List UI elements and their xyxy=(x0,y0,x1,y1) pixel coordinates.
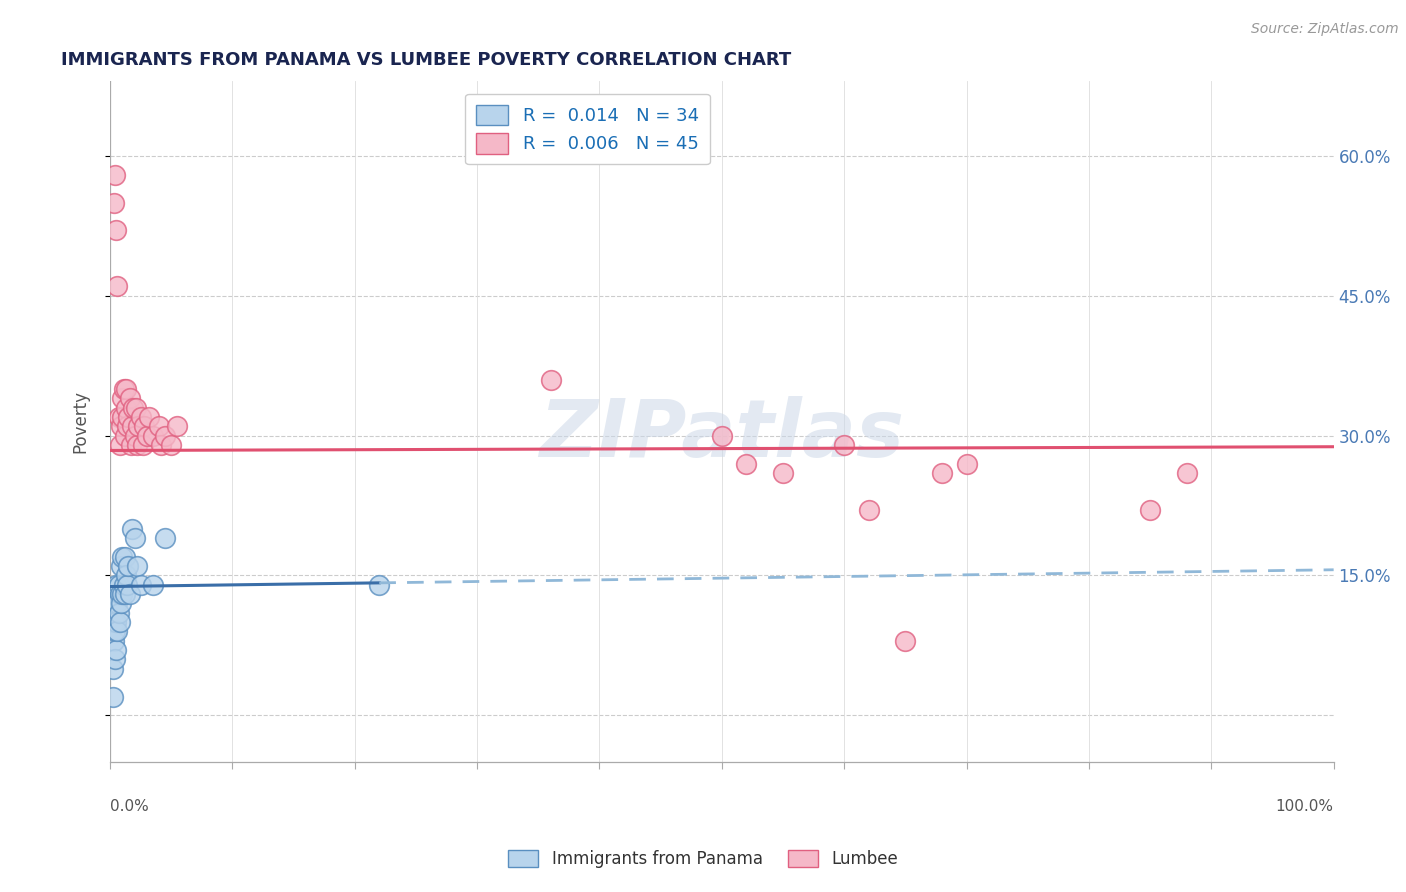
Point xyxy=(1139,503,1161,517)
Point xyxy=(368,577,391,591)
Point xyxy=(148,419,170,434)
Point xyxy=(114,428,136,442)
Point xyxy=(108,587,131,601)
Point xyxy=(105,643,128,657)
Point xyxy=(111,391,134,405)
Point xyxy=(1175,466,1198,480)
Point xyxy=(107,279,129,293)
Point xyxy=(160,438,183,452)
Point xyxy=(121,522,143,536)
Point xyxy=(118,391,141,405)
Point xyxy=(107,409,129,424)
Point xyxy=(132,438,155,452)
Point xyxy=(103,633,125,648)
Point xyxy=(153,531,176,545)
Point xyxy=(138,409,160,424)
Point xyxy=(115,382,138,396)
Point xyxy=(832,438,855,452)
Point xyxy=(150,438,173,452)
Point xyxy=(955,457,977,471)
Point xyxy=(110,559,132,574)
Text: Source: ZipAtlas.com: Source: ZipAtlas.com xyxy=(1251,22,1399,37)
Point xyxy=(114,587,136,601)
Point xyxy=(111,549,134,564)
Point xyxy=(858,503,880,517)
Point xyxy=(104,624,127,639)
Point xyxy=(134,419,156,434)
Point xyxy=(104,596,127,610)
Point xyxy=(117,409,139,424)
Point xyxy=(110,419,132,434)
Y-axis label: Poverty: Poverty xyxy=(72,390,89,453)
Point xyxy=(117,559,139,574)
Point xyxy=(735,457,758,471)
Point xyxy=(107,624,129,639)
Point xyxy=(120,438,142,452)
Point xyxy=(931,466,953,480)
Point xyxy=(105,577,128,591)
Point xyxy=(103,615,125,629)
Point xyxy=(107,596,129,610)
Text: 0.0%: 0.0% xyxy=(110,799,149,814)
Text: 100.0%: 100.0% xyxy=(1275,799,1334,814)
Point xyxy=(124,428,146,442)
Point xyxy=(115,401,138,415)
Point xyxy=(112,382,135,396)
Point xyxy=(107,577,129,591)
Point xyxy=(118,587,141,601)
Point xyxy=(114,549,136,564)
Point xyxy=(107,606,129,620)
Point xyxy=(111,409,134,424)
Point xyxy=(103,195,125,210)
Point xyxy=(105,223,128,237)
Point xyxy=(129,577,152,591)
Legend: Immigrants from Panama, Lumbee: Immigrants from Panama, Lumbee xyxy=(502,843,904,875)
Point xyxy=(125,559,148,574)
Point xyxy=(110,596,132,610)
Point xyxy=(112,577,135,591)
Point xyxy=(124,531,146,545)
Point xyxy=(127,419,149,434)
Point xyxy=(129,409,152,424)
Point xyxy=(104,168,127,182)
Point xyxy=(772,466,794,480)
Point xyxy=(115,577,138,591)
Point xyxy=(108,438,131,452)
Point xyxy=(101,690,124,704)
Point xyxy=(142,577,165,591)
Point xyxy=(540,373,562,387)
Point xyxy=(710,428,733,442)
Point xyxy=(101,662,124,676)
Point xyxy=(115,419,138,434)
Point xyxy=(894,633,917,648)
Legend: R =  0.014   N = 34, R =  0.006   N = 45: R = 0.014 N = 34, R = 0.006 N = 45 xyxy=(465,94,710,164)
Point xyxy=(111,587,134,601)
Point xyxy=(104,652,127,666)
Point xyxy=(135,428,157,442)
Point xyxy=(115,568,138,582)
Point xyxy=(125,401,148,415)
Point xyxy=(125,438,148,452)
Point xyxy=(105,615,128,629)
Point xyxy=(122,401,145,415)
Text: IMMIGRANTS FROM PANAMA VS LUMBEE POVERTY CORRELATION CHART: IMMIGRANTS FROM PANAMA VS LUMBEE POVERTY… xyxy=(60,51,792,69)
Point xyxy=(166,419,188,434)
Point xyxy=(142,428,165,442)
Point xyxy=(108,615,131,629)
Point xyxy=(153,428,176,442)
Text: ZIPatlas: ZIPatlas xyxy=(540,396,904,475)
Point xyxy=(121,419,143,434)
